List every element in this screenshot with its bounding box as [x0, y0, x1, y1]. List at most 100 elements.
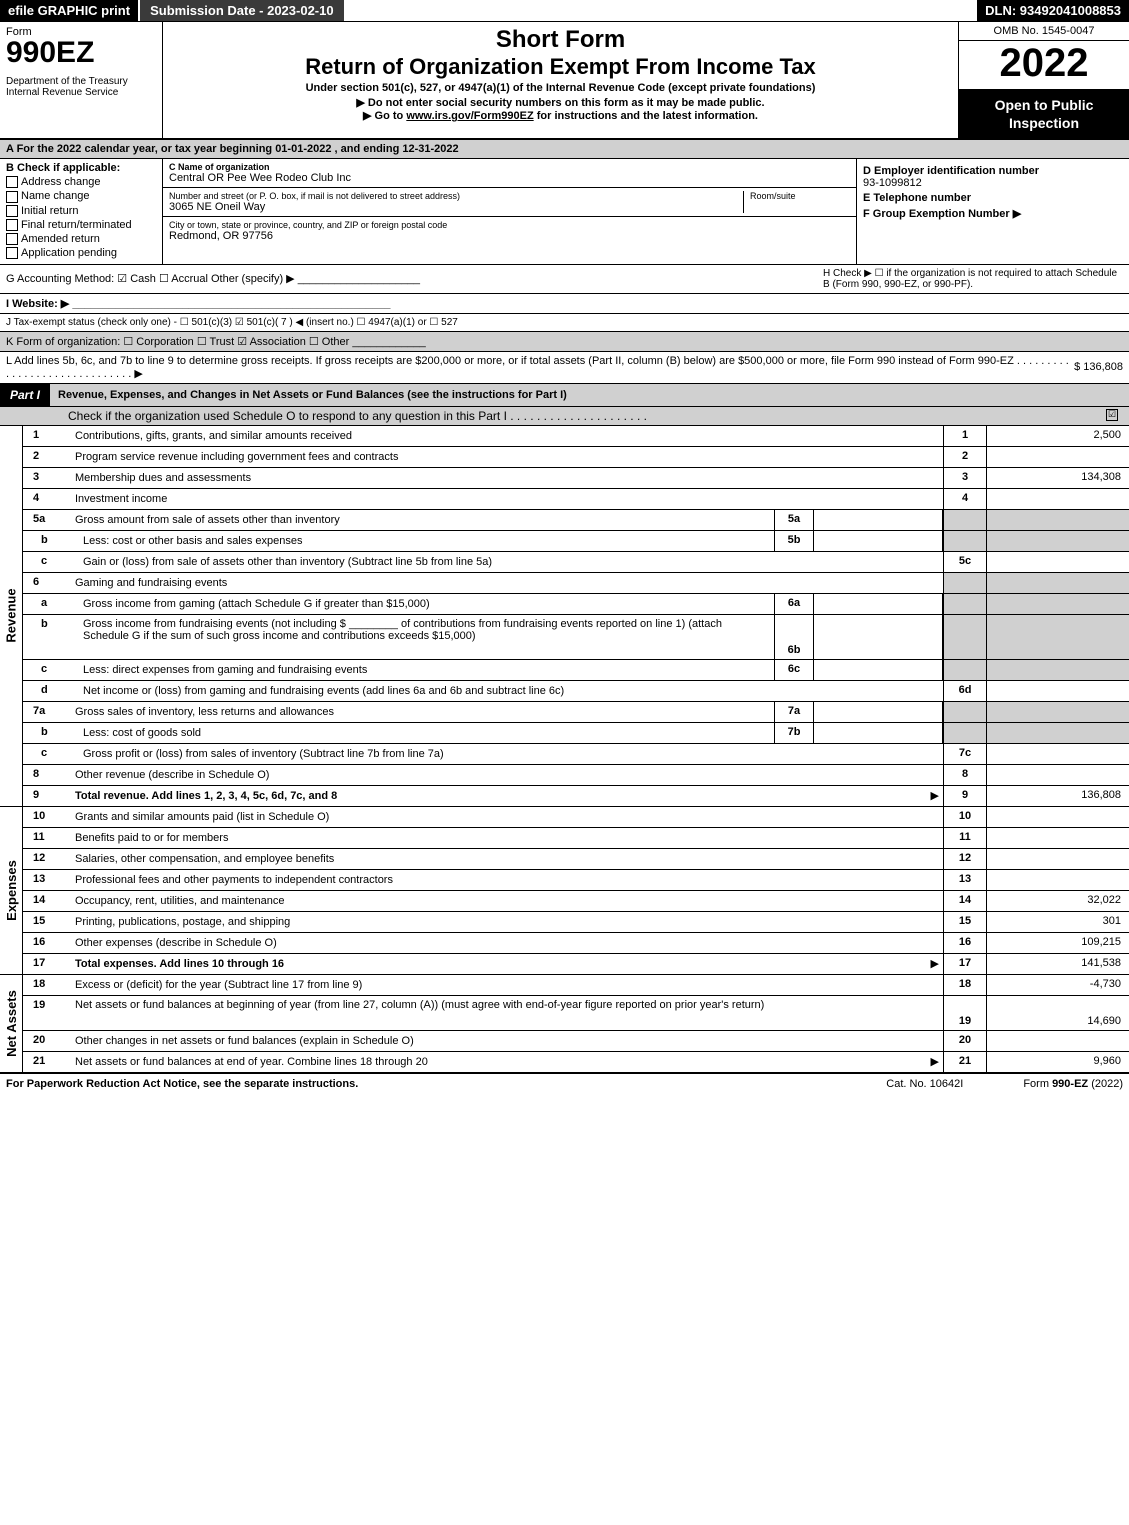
goto-instructions: ▶ Go to www.irs.gov/Form990EZ for instru…	[171, 109, 950, 122]
line-15: 15Printing, publications, postage, and s…	[23, 912, 1129, 933]
form-number: 990EZ	[6, 38, 156, 68]
irs-link[interactable]: www.irs.gov/Form990EZ	[406, 110, 533, 122]
line-10: 10Grants and similar amounts paid (list …	[23, 807, 1129, 828]
line-7a: 7aGross sales of inventory, less returns…	[23, 702, 1129, 723]
net-assets-section: Net Assets 18Excess or (deficit) for the…	[0, 975, 1129, 1073]
line-12: 12Salaries, other compensation, and empl…	[23, 849, 1129, 870]
line-3: 3Membership dues and assessments3134,308	[23, 468, 1129, 489]
line-8: 8Other revenue (describe in Schedule O)8	[23, 765, 1129, 786]
line-16: 16Other expenses (describe in Schedule O…	[23, 933, 1129, 954]
phone-field: E Telephone number	[863, 192, 1123, 204]
footer-cat: Cat. No. 10642I	[826, 1078, 1023, 1090]
gross-receipts-text: L Add lines 5b, 6c, and 7b to line 9 to …	[6, 355, 1074, 380]
header-left: Form 990EZ Department of the Treasury In…	[0, 22, 163, 138]
tax-year: 2022	[959, 41, 1129, 90]
b-title: B Check if applicable:	[6, 162, 156, 174]
website-label: I Website: ▶ ___________________________…	[6, 297, 390, 310]
return-title: Return of Organization Exempt From Incom…	[171, 54, 950, 80]
expenses-section: Expenses 10Grants and similar amounts pa…	[0, 807, 1129, 975]
line-20: 20Other changes in net assets or fund ba…	[23, 1031, 1129, 1052]
line-5b: bLess: cost or other basis and sales exp…	[23, 531, 1129, 552]
check-initial-return[interactable]: Initial return	[6, 205, 156, 217]
row-g-h: G Accounting Method: ☑ Cash ☐ Accrual Ot…	[0, 265, 1129, 294]
section-c: C Name of organization Central OR Pee We…	[163, 159, 857, 264]
row-k: K Form of organization: ☐ Corporation ☐ …	[0, 332, 1129, 352]
line-21: 21Net assets or fund balances at end of …	[23, 1052, 1129, 1073]
expenses-side-label: Expenses	[0, 807, 23, 975]
schedule-o-check[interactable]: ☑	[1106, 409, 1118, 421]
line-6b: bGross income from fundraising events (n…	[23, 615, 1129, 660]
line-7b: bLess: cost of goods sold7b	[23, 723, 1129, 744]
part1-title: Revenue, Expenses, and Changes in Net As…	[50, 386, 575, 404]
form-of-org: K Form of organization: ☐ Corporation ☐ …	[6, 335, 426, 348]
street-cell: Number and street (or P. O. box, if mail…	[163, 188, 856, 217]
ein-value: 93-1099812	[863, 177, 1123, 189]
submission-date: Submission Date - 2023-02-10	[140, 0, 344, 21]
check-amended-return[interactable]: Amended return	[6, 233, 156, 245]
street-value: 3065 NE Oneil Way	[169, 201, 743, 213]
line-7c: cGross profit or (loss) from sales of in…	[23, 744, 1129, 765]
revenue-side-label: Revenue	[0, 426, 23, 807]
efile-label[interactable]: efile GRAPHIC print	[0, 0, 138, 21]
line-13: 13Professional fees and other payments t…	[23, 870, 1129, 891]
street-label: Number and street (or P. O. box, if mail…	[169, 191, 743, 201]
part1-sub: Check if the organization used Schedule …	[8, 409, 1106, 423]
header-right: OMB No. 1545-0047 2022 Open to Public In…	[958, 22, 1129, 138]
line-4: 4Investment income4	[23, 489, 1129, 510]
info-block: B Check if applicable: Address change Na…	[0, 159, 1129, 265]
line-6d: dNet income or (loss) from gaming and fu…	[23, 681, 1129, 702]
short-form-title: Short Form	[171, 26, 950, 54]
top-bar: efile GRAPHIC print Submission Date - 20…	[0, 0, 1129, 22]
line-19: 19Net assets or fund balances at beginni…	[23, 996, 1129, 1031]
check-name-change[interactable]: Name change	[6, 190, 156, 202]
tax-exempt-status: J Tax-exempt status (check only one) - ☐…	[6, 317, 458, 328]
part1-header: Part I Revenue, Expenses, and Changes in…	[0, 384, 1129, 407]
line-17: 17Total expenses. Add lines 10 through 1…	[23, 954, 1129, 975]
part1-label: Part I	[0, 384, 50, 406]
check-final-return[interactable]: Final return/terminated	[6, 219, 156, 231]
org-name-label: C Name of organization	[169, 162, 850, 172]
section-b: B Check if applicable: Address change Na…	[0, 159, 163, 264]
city-value: Redmond, OR 97756	[169, 230, 850, 242]
header-center: Short Form Return of Organization Exempt…	[163, 22, 958, 138]
phone-label: E Telephone number	[863, 192, 971, 204]
city-label: City or town, state or province, country…	[169, 220, 850, 230]
footer-right: Form 990-EZ (2022)	[1023, 1078, 1123, 1090]
group-field: F Group Exemption Number ▶	[863, 207, 1123, 220]
accounting-method: G Accounting Method: ☑ Cash ☐ Accrual Ot…	[6, 272, 420, 285]
line-5c: cGain or (loss) from sale of assets othe…	[23, 552, 1129, 573]
subtitle: Under section 501(c), 527, or 4947(a)(1)…	[171, 82, 950, 94]
net-side-label: Net Assets	[0, 975, 23, 1073]
ein-field: D Employer identification number 93-1099…	[863, 165, 1123, 189]
inspection-badge: Open to Public Inspection	[959, 90, 1129, 138]
row-i: I Website: ▶ ___________________________…	[0, 294, 1129, 314]
section-a: A For the 2022 calendar year, or tax yea…	[0, 140, 1129, 159]
section-d-e-f: D Employer identification number 93-1099…	[857, 159, 1129, 264]
omb-number: OMB No. 1545-0047	[959, 22, 1129, 41]
section-a-text: A For the 2022 calendar year, or tax yea…	[6, 143, 459, 155]
page-footer: For Paperwork Reduction Act Notice, see …	[0, 1073, 1129, 1094]
row-l: L Add lines 5b, 6c, and 7b to line 9 to …	[0, 352, 1129, 384]
footer-left: For Paperwork Reduction Act Notice, see …	[6, 1078, 826, 1090]
check-address-change[interactable]: Address change	[6, 176, 156, 188]
goto-pre: ▶ Go to	[363, 110, 406, 122]
check-application-pending[interactable]: Application pending	[6, 247, 156, 259]
line-6a: aGross income from gaming (attach Schedu…	[23, 594, 1129, 615]
revenue-section: Revenue 1Contributions, gifts, grants, a…	[0, 426, 1129, 807]
line-14: 14Occupancy, rent, utilities, and mainte…	[23, 891, 1129, 912]
part1-sub-row: Check if the organization used Schedule …	[0, 407, 1129, 426]
line-2: 2Program service revenue including gover…	[23, 447, 1129, 468]
warning-ssn: ▶ Do not enter social security numbers o…	[171, 96, 950, 109]
line-9: 9Total revenue. Add lines 1, 2, 3, 4, 5c…	[23, 786, 1129, 807]
form-header: Form 990EZ Department of the Treasury In…	[0, 22, 1129, 140]
city-cell: City or town, state or province, country…	[163, 217, 856, 245]
dln-label: DLN: 93492041008853	[977, 0, 1129, 21]
org-name-cell: C Name of organization Central OR Pee We…	[163, 159, 856, 188]
line-18: 18Excess or (deficit) for the year (Subt…	[23, 975, 1129, 996]
org-name: Central OR Pee Wee Rodeo Club Inc	[169, 172, 850, 184]
department-label: Department of the Treasury Internal Reve…	[6, 76, 156, 98]
row-j: J Tax-exempt status (check only one) - ☐…	[0, 314, 1129, 332]
line-5a: 5aGross amount from sale of assets other…	[23, 510, 1129, 531]
line-6: 6Gaming and fundraising events	[23, 573, 1129, 594]
line-11: 11Benefits paid to or for members11	[23, 828, 1129, 849]
